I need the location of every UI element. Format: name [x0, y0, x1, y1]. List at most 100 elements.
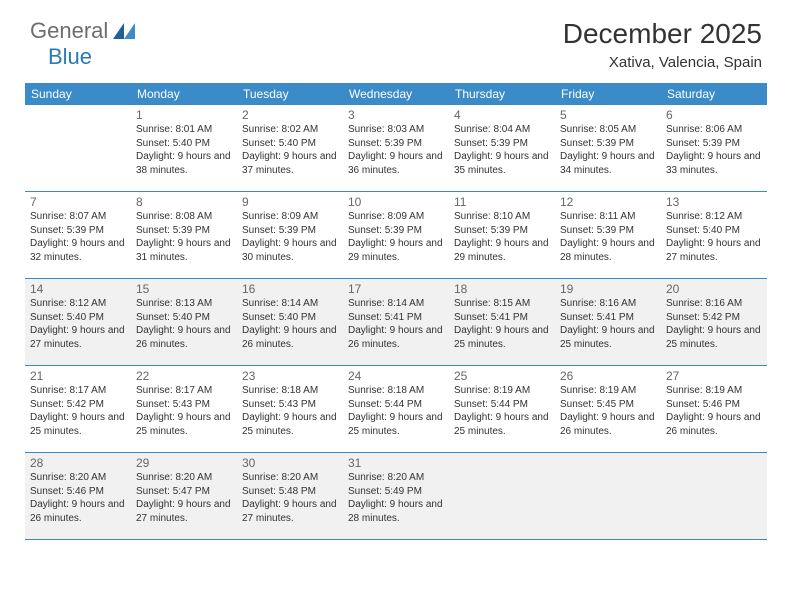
- day-number: 16: [242, 282, 338, 296]
- day-info: Sunrise: 8:14 AMSunset: 5:40 PMDaylight:…: [242, 297, 338, 351]
- day-cell: 21Sunrise: 8:17 AMSunset: 5:42 PMDayligh…: [25, 366, 131, 452]
- day-number: 17: [348, 282, 444, 296]
- daylight-text: Daylight: 9 hours and 37 minutes.: [242, 150, 338, 177]
- logo-text-general: General: [30, 18, 108, 43]
- sunrise-text: Sunrise: 8:02 AM: [242, 123, 338, 137]
- sunset-text: Sunset: 5:43 PM: [242, 398, 338, 412]
- day-number: 18: [454, 282, 550, 296]
- day-header-wednesday: Wednesday: [343, 83, 449, 105]
- week-row: 7Sunrise: 8:07 AMSunset: 5:39 PMDaylight…: [25, 192, 767, 279]
- day-cell: 23Sunrise: 8:18 AMSunset: 5:43 PMDayligh…: [237, 366, 343, 452]
- week-row: 1Sunrise: 8:01 AMSunset: 5:40 PMDaylight…: [25, 105, 767, 192]
- sunrise-text: Sunrise: 8:10 AM: [454, 210, 550, 224]
- day-cell: [449, 453, 555, 539]
- day-number: 24: [348, 369, 444, 383]
- daylight-text: Daylight: 9 hours and 26 minutes.: [666, 411, 762, 438]
- day-number: 27: [666, 369, 762, 383]
- weeks-container: 1Sunrise: 8:01 AMSunset: 5:40 PMDaylight…: [25, 105, 767, 540]
- day-number: 15: [136, 282, 232, 296]
- daylight-text: Daylight: 9 hours and 26 minutes.: [136, 324, 232, 351]
- day-cell: 22Sunrise: 8:17 AMSunset: 5:43 PMDayligh…: [131, 366, 237, 452]
- day-header-tuesday: Tuesday: [237, 83, 343, 105]
- sunset-text: Sunset: 5:49 PM: [348, 485, 444, 499]
- day-header-saturday: Saturday: [661, 83, 767, 105]
- day-cell: [25, 105, 131, 191]
- sunset-text: Sunset: 5:40 PM: [30, 311, 126, 325]
- sunset-text: Sunset: 5:39 PM: [666, 137, 762, 151]
- day-info: Sunrise: 8:20 AMSunset: 5:47 PMDaylight:…: [136, 471, 232, 525]
- daylight-text: Daylight: 9 hours and 36 minutes.: [348, 150, 444, 177]
- sunrise-text: Sunrise: 8:12 AM: [30, 297, 126, 311]
- sunrise-text: Sunrise: 8:14 AM: [242, 297, 338, 311]
- sunrise-text: Sunrise: 8:18 AM: [348, 384, 444, 398]
- daylight-text: Daylight: 9 hours and 25 minutes.: [136, 411, 232, 438]
- month-title: December 2025: [563, 18, 762, 50]
- daylight-text: Daylight: 9 hours and 28 minutes.: [348, 498, 444, 525]
- sunset-text: Sunset: 5:46 PM: [666, 398, 762, 412]
- day-number: 29: [136, 456, 232, 470]
- sunset-text: Sunset: 5:39 PM: [560, 137, 656, 151]
- day-info: Sunrise: 8:20 AMSunset: 5:46 PMDaylight:…: [30, 471, 126, 525]
- location-text: Xativa, Valencia, Spain: [563, 54, 762, 71]
- day-header-row: SundayMondayTuesdayWednesdayThursdayFrid…: [25, 83, 767, 105]
- day-cell: 1Sunrise: 8:01 AMSunset: 5:40 PMDaylight…: [131, 105, 237, 191]
- sunrise-text: Sunrise: 8:20 AM: [136, 471, 232, 485]
- day-cell: 3Sunrise: 8:03 AMSunset: 5:39 PMDaylight…: [343, 105, 449, 191]
- sunset-text: Sunset: 5:39 PM: [560, 224, 656, 238]
- logo: General Blue: [30, 18, 135, 70]
- day-info: Sunrise: 8:19 AMSunset: 5:44 PMDaylight:…: [454, 384, 550, 438]
- sunrise-text: Sunrise: 8:04 AM: [454, 123, 550, 137]
- sunset-text: Sunset: 5:48 PM: [242, 485, 338, 499]
- day-info: Sunrise: 8:19 AMSunset: 5:45 PMDaylight:…: [560, 384, 656, 438]
- day-cell: 18Sunrise: 8:15 AMSunset: 5:41 PMDayligh…: [449, 279, 555, 365]
- day-cell: 2Sunrise: 8:02 AMSunset: 5:40 PMDaylight…: [237, 105, 343, 191]
- sunset-text: Sunset: 5:39 PM: [348, 137, 444, 151]
- day-cell: 19Sunrise: 8:16 AMSunset: 5:41 PMDayligh…: [555, 279, 661, 365]
- day-number: 13: [666, 195, 762, 209]
- sunset-text: Sunset: 5:40 PM: [136, 137, 232, 151]
- day-number: 7: [30, 195, 126, 209]
- sunset-text: Sunset: 5:47 PM: [136, 485, 232, 499]
- sunrise-text: Sunrise: 8:20 AM: [30, 471, 126, 485]
- day-cell: 5Sunrise: 8:05 AMSunset: 5:39 PMDaylight…: [555, 105, 661, 191]
- day-info: Sunrise: 8:06 AMSunset: 5:39 PMDaylight:…: [666, 123, 762, 177]
- day-info: Sunrise: 8:11 AMSunset: 5:39 PMDaylight:…: [560, 210, 656, 264]
- day-cell: [555, 453, 661, 539]
- day-info: Sunrise: 8:07 AMSunset: 5:39 PMDaylight:…: [30, 210, 126, 264]
- daylight-text: Daylight: 9 hours and 25 minutes.: [666, 324, 762, 351]
- daylight-text: Daylight: 9 hours and 35 minutes.: [454, 150, 550, 177]
- daylight-text: Daylight: 9 hours and 27 minutes.: [30, 324, 126, 351]
- day-number: 31: [348, 456, 444, 470]
- title-block: December 2025 Xativa, Valencia, Spain: [563, 18, 762, 71]
- sunrise-text: Sunrise: 8:08 AM: [136, 210, 232, 224]
- sunset-text: Sunset: 5:41 PM: [454, 311, 550, 325]
- day-info: Sunrise: 8:19 AMSunset: 5:46 PMDaylight:…: [666, 384, 762, 438]
- daylight-text: Daylight: 9 hours and 31 minutes.: [136, 237, 232, 264]
- day-number: 22: [136, 369, 232, 383]
- daylight-text: Daylight: 9 hours and 33 minutes.: [666, 150, 762, 177]
- daylight-text: Daylight: 9 hours and 25 minutes.: [454, 324, 550, 351]
- day-header-monday: Monday: [131, 83, 237, 105]
- sunset-text: Sunset: 5:42 PM: [30, 398, 126, 412]
- day-cell: 8Sunrise: 8:08 AMSunset: 5:39 PMDaylight…: [131, 192, 237, 278]
- day-header-thursday: Thursday: [449, 83, 555, 105]
- day-number: 2: [242, 108, 338, 122]
- sunset-text: Sunset: 5:39 PM: [348, 224, 444, 238]
- sunset-text: Sunset: 5:39 PM: [454, 224, 550, 238]
- sunset-text: Sunset: 5:39 PM: [242, 224, 338, 238]
- daylight-text: Daylight: 9 hours and 30 minutes.: [242, 237, 338, 264]
- sunset-text: Sunset: 5:42 PM: [666, 311, 762, 325]
- day-info: Sunrise: 8:04 AMSunset: 5:39 PMDaylight:…: [454, 123, 550, 177]
- sunset-text: Sunset: 5:40 PM: [242, 137, 338, 151]
- logo-text-blue: Blue: [48, 44, 92, 69]
- day-cell: [661, 453, 767, 539]
- sunrise-text: Sunrise: 8:17 AM: [30, 384, 126, 398]
- sunrise-text: Sunrise: 8:12 AM: [666, 210, 762, 224]
- daylight-text: Daylight: 9 hours and 25 minutes.: [348, 411, 444, 438]
- sunrise-text: Sunrise: 8:20 AM: [242, 471, 338, 485]
- day-cell: 25Sunrise: 8:19 AMSunset: 5:44 PMDayligh…: [449, 366, 555, 452]
- day-cell: 15Sunrise: 8:13 AMSunset: 5:40 PMDayligh…: [131, 279, 237, 365]
- daylight-text: Daylight: 9 hours and 38 minutes.: [136, 150, 232, 177]
- sunrise-text: Sunrise: 8:09 AM: [242, 210, 338, 224]
- daylight-text: Daylight: 9 hours and 27 minutes.: [242, 498, 338, 525]
